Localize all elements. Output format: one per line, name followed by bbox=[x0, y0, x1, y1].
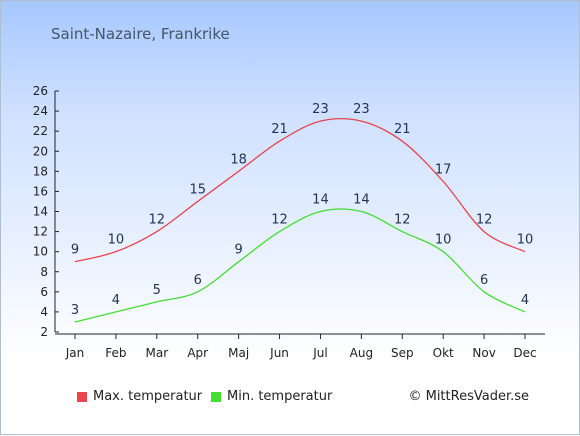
series-lines bbox=[74, 117, 526, 323]
max-temperature-line bbox=[74, 117, 526, 263]
max-data-label: 10 bbox=[517, 233, 534, 248]
min-data-label: 4 bbox=[112, 293, 120, 308]
y-tick-label: 26 bbox=[33, 84, 48, 98]
min-data-label: 6 bbox=[480, 273, 488, 288]
y-tick-label: 12 bbox=[33, 225, 48, 239]
min-data-label: 3 bbox=[71, 303, 79, 318]
y-tick-label: 24 bbox=[33, 104, 48, 118]
legend-swatch-min bbox=[211, 391, 221, 402]
max-data-label: 21 bbox=[394, 122, 411, 137]
max-data-label: 17 bbox=[435, 162, 452, 177]
y-tick-label: 10 bbox=[33, 245, 48, 259]
min-data-label: 14 bbox=[353, 193, 370, 208]
max-data-label: 12 bbox=[149, 213, 166, 228]
y-tick-label: 14 bbox=[33, 205, 48, 219]
x-tick-label: Aug bbox=[350, 346, 373, 360]
max-data-label: 15 bbox=[189, 182, 206, 197]
max-data-label: 9 bbox=[71, 243, 79, 258]
min-data-label: 14 bbox=[312, 193, 329, 208]
x-tick-label: Feb bbox=[105, 346, 126, 360]
x-tick-label: Okt bbox=[433, 346, 454, 360]
legend-label-max: Max. temperatur bbox=[93, 389, 203, 404]
max-data-label: 23 bbox=[312, 102, 329, 117]
y-tick-label: 4 bbox=[40, 305, 48, 319]
legend-label-min: Min. temperatur bbox=[227, 389, 333, 404]
min-data-label: 4 bbox=[521, 293, 529, 308]
x-tick-label: Sep bbox=[391, 346, 414, 360]
y-tick-label: 6 bbox=[40, 285, 48, 299]
y-tick-label: 8 bbox=[40, 265, 48, 279]
x-tick-label: Apr bbox=[187, 346, 208, 360]
max-data-label: 21 bbox=[271, 122, 288, 137]
legend-swatch-max bbox=[77, 391, 87, 402]
min-data-label: 12 bbox=[271, 213, 288, 228]
x-tick-label: Nov bbox=[472, 346, 495, 360]
legend-item-max: Max. temperatur bbox=[77, 389, 202, 404]
y-tick-label: 20 bbox=[33, 144, 48, 158]
x-tick-label: Maj bbox=[228, 346, 249, 360]
min-data-label: 10 bbox=[435, 233, 452, 248]
min-temperature-line bbox=[74, 208, 526, 323]
legend-item-min: Min. temperatur bbox=[211, 389, 332, 404]
x-tick-label: Jun bbox=[269, 346, 289, 360]
y-tick-label: 22 bbox=[33, 124, 48, 138]
min-data-label: 9 bbox=[234, 243, 242, 258]
min-data-label: 5 bbox=[153, 283, 161, 298]
max-data-label: 10 bbox=[108, 233, 125, 248]
chart-title: Saint-Nazaire, Frankrike bbox=[51, 25, 230, 43]
y-tick-label: 2 bbox=[40, 325, 48, 339]
y-tick-label: 16 bbox=[33, 184, 48, 198]
x-tick-label: Jan bbox=[65, 346, 85, 360]
max-data-label: 23 bbox=[353, 102, 370, 117]
site-credit: © MittResVader.se bbox=[408, 389, 529, 404]
max-data-label: 18 bbox=[230, 152, 247, 167]
min-data-label: 6 bbox=[194, 273, 202, 288]
max-data-label: 12 bbox=[476, 213, 493, 228]
y-tick-label: 18 bbox=[33, 164, 48, 178]
x-tick-label: Mar bbox=[145, 346, 168, 360]
data-labels: 9 10 12 15 18 21 23 23 21 17 12 10 3 4 5 6 9 12 14 14 12 10 6 4 bbox=[71, 102, 533, 318]
min-data-label: 12 bbox=[394, 213, 411, 228]
x-tick-label: Dec bbox=[513, 346, 536, 360]
x-tick-label: Jul bbox=[312, 346, 327, 360]
